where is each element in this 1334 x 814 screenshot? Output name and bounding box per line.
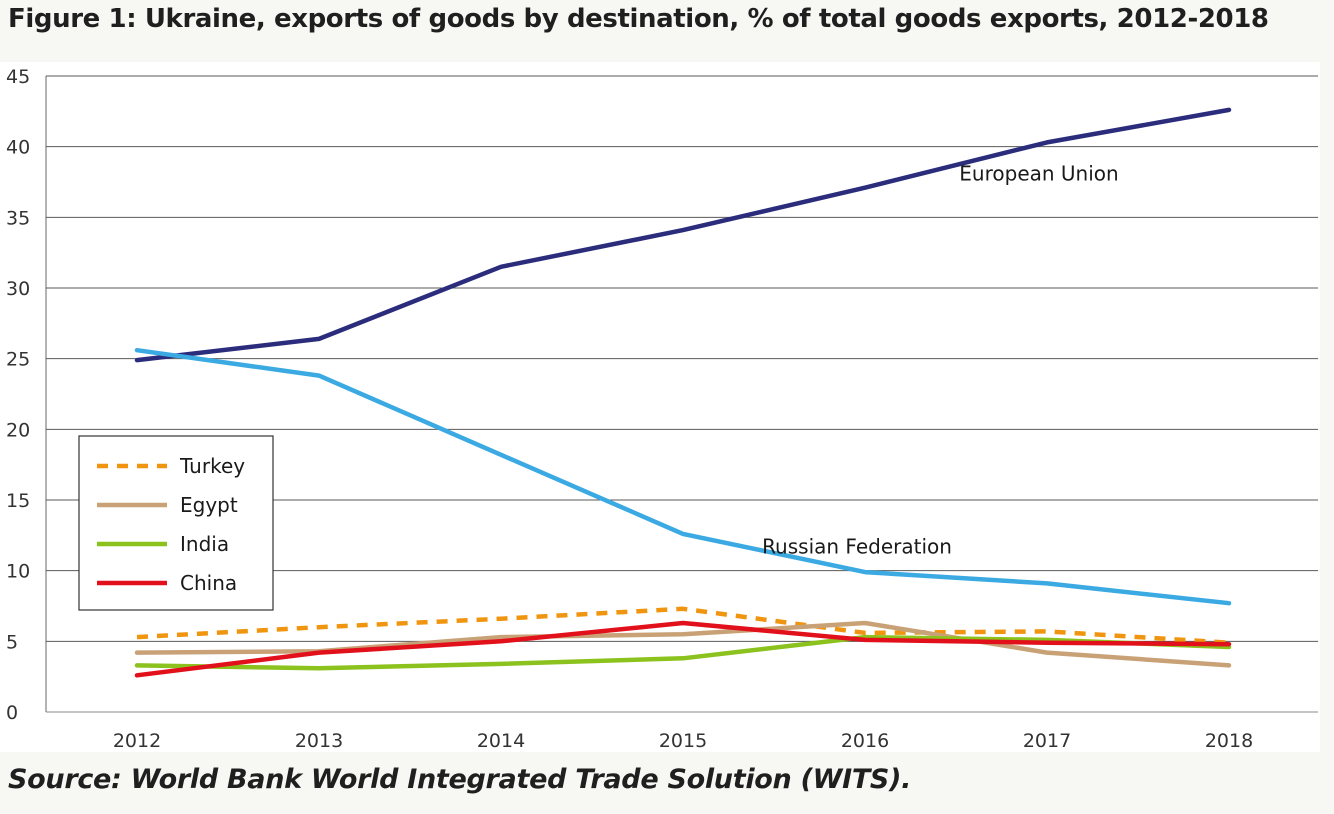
legend-label-india: India	[180, 532, 229, 556]
y-tick-label: 35	[6, 207, 30, 229]
y-tick-label: 0	[6, 702, 18, 724]
series-line-eu	[134, 107, 1232, 363]
y-tick-label: 5	[6, 631, 18, 653]
y-tick-label: 15	[6, 490, 30, 512]
annotations: European Union Russian Federation	[762, 162, 1119, 559]
x-tick-label: 2012	[113, 730, 161, 752]
y-axis: 0 5 10 15 20 25 30 35 40 45	[6, 66, 30, 724]
series-line-turkey	[136, 606, 1230, 645]
annotation-eu: European Union	[959, 162, 1118, 186]
chart-title: Figure 1: Ukraine, exports of goods by d…	[8, 4, 1269, 34]
gridlines	[45, 75, 1318, 713]
x-tick-label: 2018	[1205, 730, 1253, 752]
legend-label-turkey: Turkey	[179, 454, 245, 478]
x-tick-label: 2015	[659, 730, 707, 752]
y-tick-label: 40	[6, 137, 30, 159]
y-tick-label: 20	[6, 419, 30, 441]
x-axis: 2012 2013 2014 2015 2016 2017 2018	[113, 730, 1253, 752]
y-tick-label: 25	[6, 349, 30, 371]
legend: Turkey Egypt India China	[78, 435, 274, 611]
annotation-russia: Russian Federation	[762, 535, 952, 559]
legend-label-china: China	[180, 571, 237, 595]
x-tick-label: 2014	[477, 730, 525, 752]
source-note: Source: World Bank World Integrated Trad…	[8, 764, 912, 795]
plot-background	[0, 62, 1320, 752]
series-line-china	[134, 620, 1232, 678]
series-line-india	[134, 634, 1232, 671]
legend-label-egypt: Egypt	[180, 493, 238, 517]
series-line-russia	[134, 347, 1232, 606]
x-tick-label: 2013	[295, 730, 343, 752]
x-tick-label: 2016	[841, 730, 889, 752]
series-lines	[134, 107, 1232, 678]
x-tick-label: 2017	[1023, 730, 1071, 752]
y-tick-label: 45	[6, 66, 30, 88]
y-tick-label: 10	[6, 561, 30, 583]
y-tick-label: 30	[6, 278, 30, 300]
